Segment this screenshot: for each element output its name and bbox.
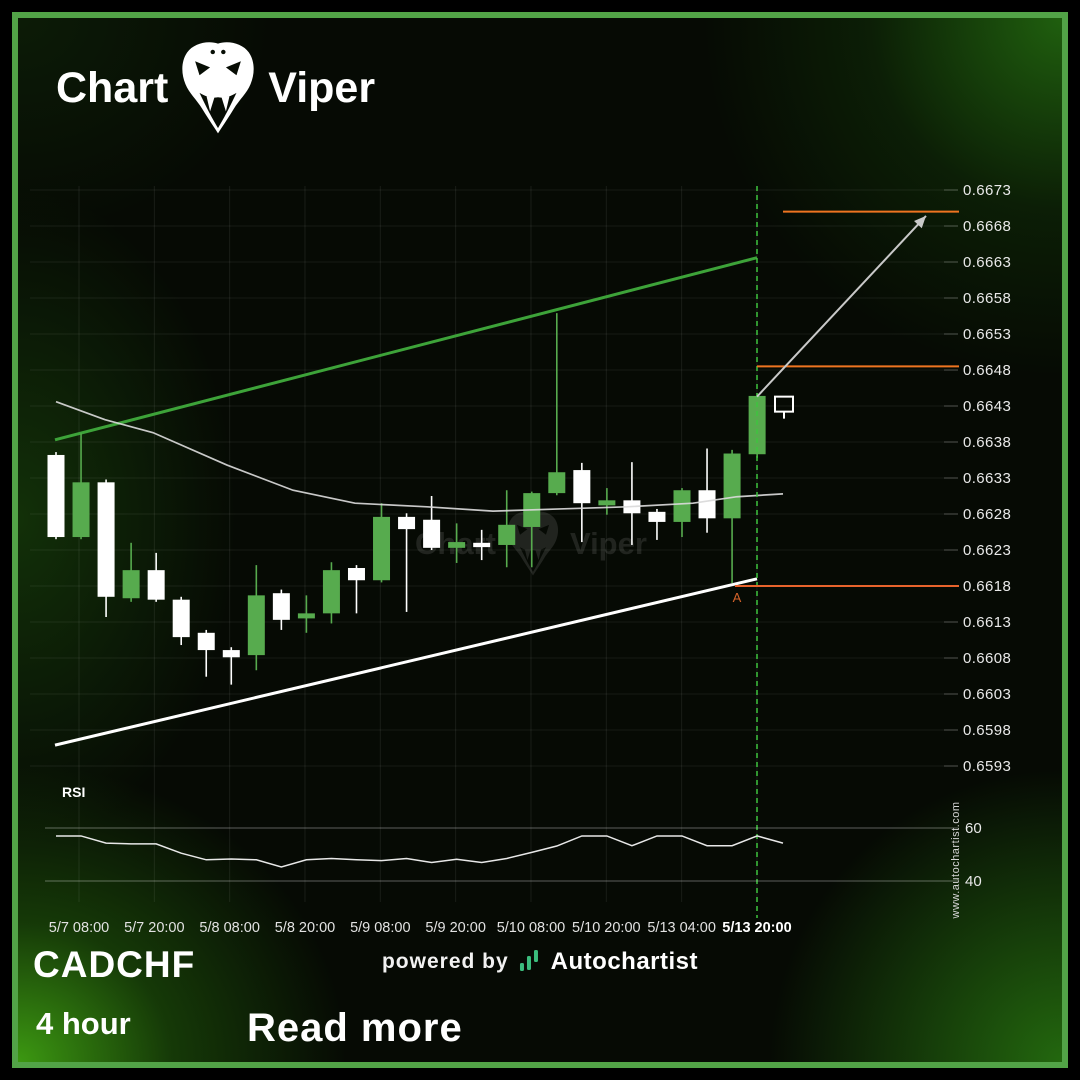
candles [47,313,766,685]
candle-2 [72,433,90,540]
time-tick-label: 5/10 08:00 [497,920,566,936]
price-tick-label: 0.6613 [963,614,1011,631]
moving-average-line [55,400,784,512]
candle-15 [398,513,416,612]
resistance-trendline [54,256,758,442]
price-tick-label: 0.6663 [963,254,1011,271]
candle-8 [222,647,240,685]
card-frame [12,12,1068,1068]
viper-icon [182,41,254,133]
price-axis: 0.6673 0.6668 0.6663 0.6658 0.6653 0.6648 0.66… [963,182,1011,775]
candle-13 [347,565,365,614]
brand-logo: Chart Viper [56,38,375,138]
autochartist-bars-icon [519,950,538,971]
candle-9 [247,565,265,671]
time-tick-label: 5/13 04:00 [647,920,716,936]
candle-11 [297,595,315,633]
price-tick-label: 0.6608 [963,650,1011,667]
brand-chart-text: Chart [56,63,169,112]
autochartist-label: Autochartist [550,948,699,975]
time-tick-label: 5/7 20:00 [124,920,184,936]
candle-28 [723,449,741,584]
price-tick-label: 0.6618 [963,578,1011,595]
support-trendline [54,577,758,747]
timeframe-label: 4 hour [36,1006,131,1041]
rsi-line [56,835,784,868]
candle-7 [197,629,215,677]
point-a-label: A [733,590,742,605]
price-tick-label: 0.6638 [963,434,1011,451]
brand-viper-text: Viper [268,63,376,112]
candle-16 [423,496,441,550]
candle-25 [648,508,666,540]
candle-20 [523,491,541,568]
candle-10 [272,589,290,630]
candle-1 [47,452,65,540]
powered-by-row: powered by Autochartist [382,946,698,978]
candle-6 [172,596,190,646]
candle-22 [573,462,591,543]
candle-12 [322,562,340,624]
price-tick-label: 0.6603 [963,686,1011,703]
forecast-marker-box [774,395,794,419]
price-tick-label: 0.6648 [963,362,1011,379]
time-tick-label: 5/8 20:00 [275,920,335,936]
candle-19 [498,490,516,568]
price-tick-label: 0.6643 [963,398,1011,415]
candle-3 [97,479,115,617]
symbol-label: CADCHF [33,944,196,985]
candle-24 [623,462,641,545]
candle-26 [673,488,691,538]
rsi-panel: RSI 60 40 [45,784,982,890]
candle-21 [548,313,566,496]
watermark-viper-text: Viper [569,526,647,561]
candle-4 [122,542,140,602]
viper-icon [507,511,559,576]
price-tick-label: 0.6598 [963,722,1011,739]
price-tick-label: 0.6658 [963,290,1011,307]
time-tick-label: 5/7 08:00 [49,920,109,936]
price-tick-label: 0.6673 [963,182,1011,199]
time-tick-label: 5/13 20:00 [722,920,791,936]
price-tick-label: 0.6623 [963,542,1011,559]
rsi-axis-label: 40 [965,873,982,890]
candle-5 [147,552,165,602]
time-tick-label: 5/9 20:00 [425,920,485,936]
time-tick-label: 5/10 20:00 [572,920,641,936]
time-axis: 5/7 08:00 5/7 20:00 5/8 08:00 5/8 20:00 5/9 … [49,920,792,936]
candle-17 [448,523,466,563]
candle-18 [473,529,491,561]
price-tick-label: 0.6668 [963,218,1011,235]
rsi-title: RSI [62,784,85,800]
price-tick-label: 0.6628 [963,506,1011,523]
website-url: www.autochartist.com [950,801,962,919]
price-tick-label: 0.6593 [963,758,1011,775]
candle-14 [373,503,391,583]
price-tick-label: 0.6633 [963,470,1011,487]
candle-27 [698,448,716,533]
gridlines [30,186,958,902]
powered-by-label: powered by [381,950,509,973]
candle-23 [598,488,616,515]
rsi-axis-label: 60 [965,820,982,837]
time-tick-label: 5/9 08:00 [350,920,410,936]
price-tick-label: 0.6653 [963,326,1011,343]
forecast-arrow [756,215,927,398]
time-tick-label: 5/8 08:00 [199,920,259,936]
read-more-link[interactable]: Read more [247,1006,463,1050]
